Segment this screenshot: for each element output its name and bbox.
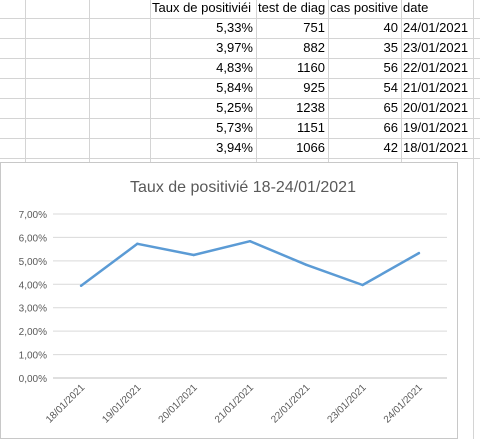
cell-cas[interactable]: 65 [383,100,398,115]
cell-date[interactable]: 24/01/2021 [403,20,469,35]
row-divider [0,158,480,159]
cell-tests[interactable]: 1066 [296,140,325,155]
cell-date[interactable]: 23/01/2021 [403,40,469,55]
cell-tests[interactable]: 925 [303,80,325,95]
row-divider [0,98,480,99]
cell-date[interactable]: 20/01/2021 [403,100,469,115]
data-point [192,253,195,257]
row-divider [0,18,480,19]
cell-cas[interactable]: 40 [383,20,398,35]
data-point [136,242,139,245]
row-divider [0,138,480,139]
chart-title: Taux de positivié 18-24/01/2021 [130,179,356,196]
cell-date[interactable]: 18/01/2021 [403,140,469,155]
x-tick-label: 24/01/2021 [382,382,425,425]
column-divider [473,0,474,439]
data-point [417,251,421,255]
cell-tests[interactable]: 1151 [297,120,325,135]
cell-cas[interactable]: 42 [383,140,398,155]
row-divider [0,38,480,39]
x-tick-label: 21/01/2021 [213,382,256,425]
y-tick-label: 4,00% [19,280,47,291]
cell-cas[interactable]: 66 [383,120,398,135]
data-point [305,263,308,267]
cell-taux[interactable]: 3,97% [216,40,253,55]
cell-date[interactable]: 19/01/2021 [403,120,469,135]
cell-cas[interactable]: 54 [383,80,398,95]
cell-cas[interactable]: 35 [383,40,398,55]
cell-taux[interactable]: 5,84% [216,80,253,95]
data-point [248,239,252,243]
series-line [79,239,421,287]
cell-taux[interactable]: 5,25% [216,100,253,115]
cell-tests[interactable]: 1160 [297,60,325,75]
row-divider [0,78,480,79]
header-cell-tests[interactable]: test de diag [258,0,326,15]
header-cell-cas[interactable]: cas positive [330,0,398,15]
cell-taux[interactable]: 4,83% [216,60,253,75]
x-tick-label: 18/01/2021 [44,382,87,425]
header-cell-date[interactable]: date [403,0,429,15]
data-point [361,283,364,287]
y-tick-label: 7,00% [19,210,47,221]
y-tick-label: 1,00% [19,351,47,362]
y-tick-label: 3,00% [19,304,47,315]
y-tick-label: 0,00% [19,374,47,385]
cell-cas[interactable]: 56 [383,60,398,75]
cell-date[interactable]: 21/01/2021 [403,80,469,95]
y-tick-label: 2,00% [19,327,47,338]
cell-tests[interactable]: 1238 [296,100,325,115]
x-tick-label: 22/01/2021 [269,382,312,425]
header-cell-taux[interactable]: Taux de positiviéi [152,0,251,15]
cell-date[interactable]: 22/01/2021 [403,60,469,75]
cell-tests[interactable]: 751 [303,20,325,35]
cell-tests[interactable]: 882 [303,40,325,55]
y-tick-label: 5,00% [19,257,47,268]
y-tick-label: 6,00% [19,233,47,244]
cell-taux[interactable]: 3,94% [216,140,253,155]
row-divider [0,118,480,119]
x-tick-label: 23/01/2021 [326,382,369,425]
row-divider [0,58,480,59]
line-chart[interactable]: Taux de positivié 18-24/01/2021 0,00% 1,00… [0,162,458,439]
x-tick-label: 19/01/2021 [100,382,143,425]
cell-taux[interactable]: 5,73% [216,120,253,135]
chart-canvas: Taux de positivié 18-24/01/2021 0,00% 1,00… [19,179,447,426]
cell-taux[interactable]: 5,33% [216,20,253,35]
x-tick-label: 20/01/2021 [157,382,200,425]
data-point [79,284,83,287]
